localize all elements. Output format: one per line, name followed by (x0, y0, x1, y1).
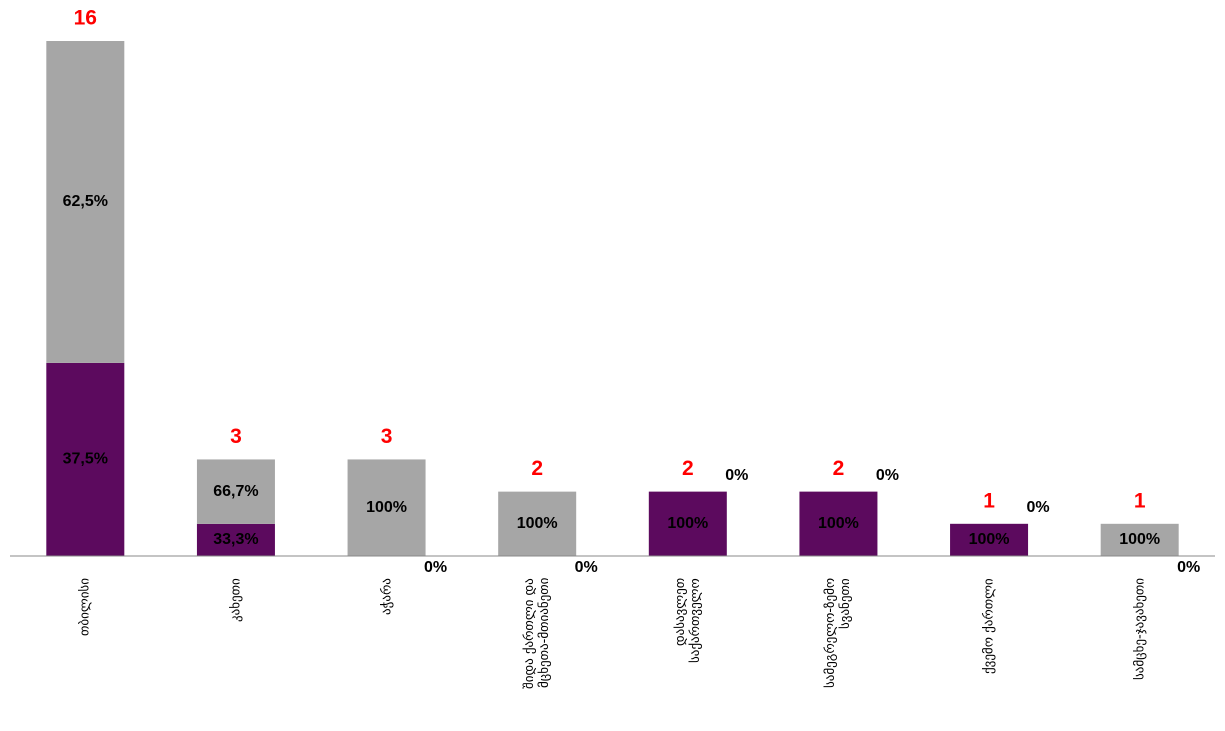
x-tick-label: შიდა ქართლი და მცხეთა-მთიანეთი (522, 578, 553, 689)
bar-segment (799, 491, 878, 556)
value-label: 0% (424, 559, 447, 576)
total-label: 3 (381, 425, 393, 448)
value-label: 0% (575, 559, 598, 576)
value-label: 100% (517, 515, 558, 532)
x-tick-label: სამეგრელო-ზემო სვანეთი (823, 578, 854, 689)
bar-segment (46, 362, 125, 556)
value-label: 100% (969, 531, 1010, 548)
total-label: 3 (230, 425, 242, 448)
value-label: 62,5% (63, 193, 108, 210)
bar-segment (498, 491, 577, 556)
total-label: 1 (983, 489, 995, 512)
x-tick-label: სამცხე-ჯავახეთი (1132, 578, 1148, 681)
bar-segment (347, 459, 426, 556)
total-label: 16 (74, 7, 97, 30)
bar-segment (950, 523, 1029, 556)
x-tick-label: ქვემო ქართლი (981, 578, 997, 674)
bar-segment (196, 459, 275, 524)
total-label: 2 (682, 457, 694, 480)
x-tick-label: თბილისი (77, 578, 93, 636)
bar-segment (1100, 523, 1179, 556)
bar-segment (46, 41, 125, 363)
value-label: 0% (876, 467, 899, 484)
bar-segment (196, 523, 275, 556)
value-label: 0% (725, 467, 748, 484)
value-label: 37,5% (63, 451, 108, 468)
value-label: 66,7% (213, 483, 258, 500)
total-label: 1 (1134, 489, 1146, 512)
x-tick-label: კახეთი (228, 578, 244, 622)
value-label: 100% (1119, 531, 1160, 548)
value-label: 0% (1177, 559, 1200, 576)
x-tick-label: დასავლეთ საქართველო (672, 578, 703, 663)
value-label: 100% (667, 515, 708, 532)
x-tick-label: აჭარა (379, 578, 395, 615)
value-label: 100% (818, 515, 859, 532)
value-label: 33,3% (213, 531, 258, 548)
total-label: 2 (833, 457, 845, 480)
bar-segment (648, 491, 727, 556)
total-label: 2 (531, 457, 543, 480)
value-label: 0% (1027, 499, 1050, 516)
value-label: 100% (366, 499, 407, 516)
